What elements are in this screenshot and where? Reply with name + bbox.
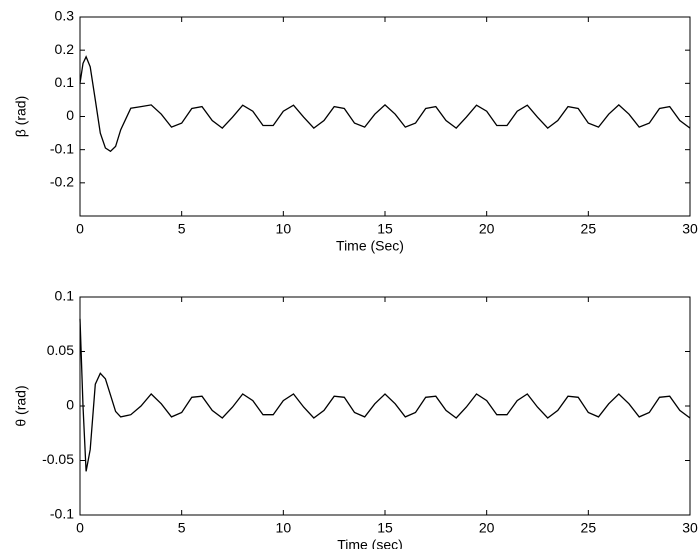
y-tick-label: 0.3 bbox=[55, 8, 75, 24]
y-tick-label: 0.1 bbox=[55, 288, 75, 304]
x-axis-label: Time (sec) bbox=[337, 537, 403, 549]
x-tick-label: 10 bbox=[276, 520, 292, 536]
y-tick-label: 0.2 bbox=[55, 41, 75, 57]
y-tick-label: 0.1 bbox=[55, 74, 75, 90]
y-tick-label: -0.2 bbox=[50, 174, 74, 190]
data-line bbox=[79, 318, 691, 472]
y-tick-label: -0.1 bbox=[50, 506, 74, 522]
x-tick-label: 15 bbox=[377, 520, 393, 536]
y-axis-label: β (rad) bbox=[13, 96, 29, 138]
plot-frame bbox=[79, 16, 691, 217]
x-tick-label: 20 bbox=[479, 520, 495, 536]
x-tick-label: 15 bbox=[377, 221, 393, 237]
x-tick-label: 0 bbox=[76, 520, 84, 536]
x-tick-label: 5 bbox=[178, 520, 186, 536]
x-tick-label: 25 bbox=[581, 221, 597, 237]
y-tick-label: -0.1 bbox=[50, 140, 74, 156]
y-tick-label: -0.05 bbox=[42, 451, 74, 467]
x-tick-label: 5 bbox=[178, 221, 186, 237]
x-tick-label: 30 bbox=[682, 520, 698, 536]
x-tick-label: 10 bbox=[276, 221, 292, 237]
x-tick-label: 0 bbox=[76, 221, 84, 237]
x-tick-label: 30 bbox=[682, 221, 698, 237]
y-axis-label: θ (rad) bbox=[13, 385, 29, 426]
plot-frame bbox=[79, 296, 691, 516]
x-axis-label: Time (Sec) bbox=[336, 238, 404, 254]
data-line bbox=[79, 55, 691, 153]
x-tick-label: 25 bbox=[581, 520, 597, 536]
y-tick-label: 0.05 bbox=[47, 342, 74, 358]
y-tick-label: 0 bbox=[66, 397, 74, 413]
x-tick-label: 20 bbox=[479, 221, 495, 237]
y-tick-label: 0 bbox=[66, 107, 74, 123]
